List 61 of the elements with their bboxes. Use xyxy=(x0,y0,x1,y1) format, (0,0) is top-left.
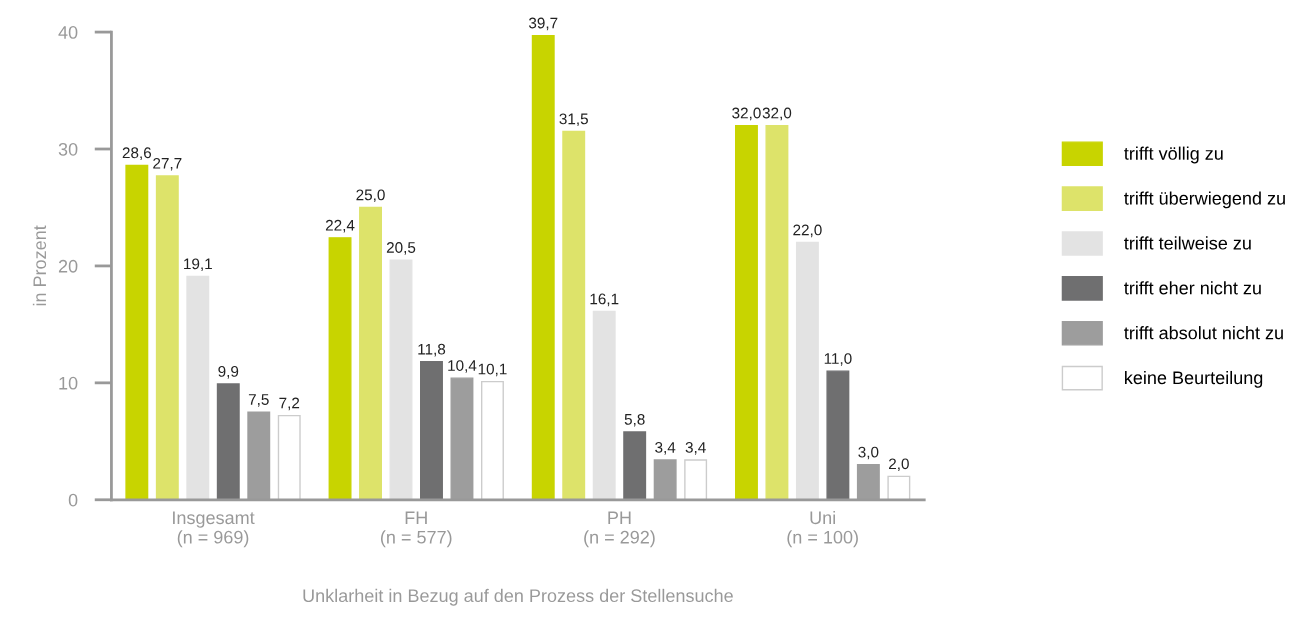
y-tick-label: 20 xyxy=(58,259,78,273)
y-tick-label: 40 xyxy=(58,26,78,39)
text: 22,4 xyxy=(325,219,355,233)
y-axis-title: in Prozent xyxy=(32,225,47,306)
text: 39,7 xyxy=(528,17,558,31)
text: 3,4 xyxy=(655,442,676,455)
y-tick-label: 10 xyxy=(59,376,78,390)
bar xyxy=(125,164,149,500)
text: 2,0 xyxy=(889,458,909,471)
y-tick-label: 0 xyxy=(68,493,78,507)
text: 11,0 xyxy=(824,353,852,366)
bar xyxy=(328,237,352,500)
legend-label: trifft eher nicht zu xyxy=(1124,281,1261,295)
bar xyxy=(623,431,647,500)
text: 9,9 xyxy=(218,366,239,379)
y-tick-label: 30 xyxy=(58,142,78,156)
bar xyxy=(826,370,850,500)
bar xyxy=(734,124,758,500)
text: 32,0 xyxy=(732,107,761,121)
bar xyxy=(186,275,210,500)
legend-label: trifft überwiegend zu xyxy=(1124,191,1285,209)
x-tick-label: FH (n = 577) xyxy=(380,511,452,548)
text: 10,4 xyxy=(448,360,477,373)
bar xyxy=(359,206,382,500)
legend-label: trifft völlig zu xyxy=(1124,146,1223,164)
bar xyxy=(277,414,301,500)
text: 7,5 xyxy=(248,394,269,407)
text: 22,0 xyxy=(793,224,822,238)
x-tick-label: PH (n = 292) xyxy=(584,511,655,548)
text: 32,0 xyxy=(762,107,792,121)
legend-label: keine Beurteilung xyxy=(1125,370,1263,388)
bar xyxy=(389,259,413,500)
x-tick-label: Uni (n = 100) xyxy=(787,510,858,548)
text: 25,0 xyxy=(356,189,385,203)
text: 16,1 xyxy=(590,293,619,307)
bar xyxy=(155,175,179,500)
bar xyxy=(795,241,819,500)
text: 27,7 xyxy=(153,157,182,171)
legend-label: trifft teilweise zu xyxy=(1124,236,1251,250)
bar xyxy=(684,459,708,500)
bar xyxy=(216,383,240,500)
text: 28,6 xyxy=(122,147,152,160)
bar xyxy=(562,130,586,500)
text: 19,1 xyxy=(184,258,212,272)
text: 20,5 xyxy=(386,242,416,255)
text: 5,8 xyxy=(624,413,645,427)
legend-label: trifft absolut nicht zu xyxy=(1124,326,1283,340)
text: 11,8 xyxy=(418,343,446,357)
x-axis-title: Unklarheit in Bezug auf den Prozess der Stellensuche xyxy=(303,588,733,606)
bar xyxy=(531,34,555,500)
text: 7,2 xyxy=(279,397,300,411)
bar xyxy=(765,124,789,500)
text: 10,1 xyxy=(478,363,507,377)
text: 31,5 xyxy=(559,113,588,127)
text: 3,4 xyxy=(685,442,706,455)
bar xyxy=(420,361,443,500)
bar xyxy=(887,475,911,500)
text: 3,0 xyxy=(858,446,879,460)
bar xyxy=(480,380,504,500)
x-tick-label: Insgesamt (n = 969) xyxy=(173,511,255,548)
bar xyxy=(592,310,616,500)
